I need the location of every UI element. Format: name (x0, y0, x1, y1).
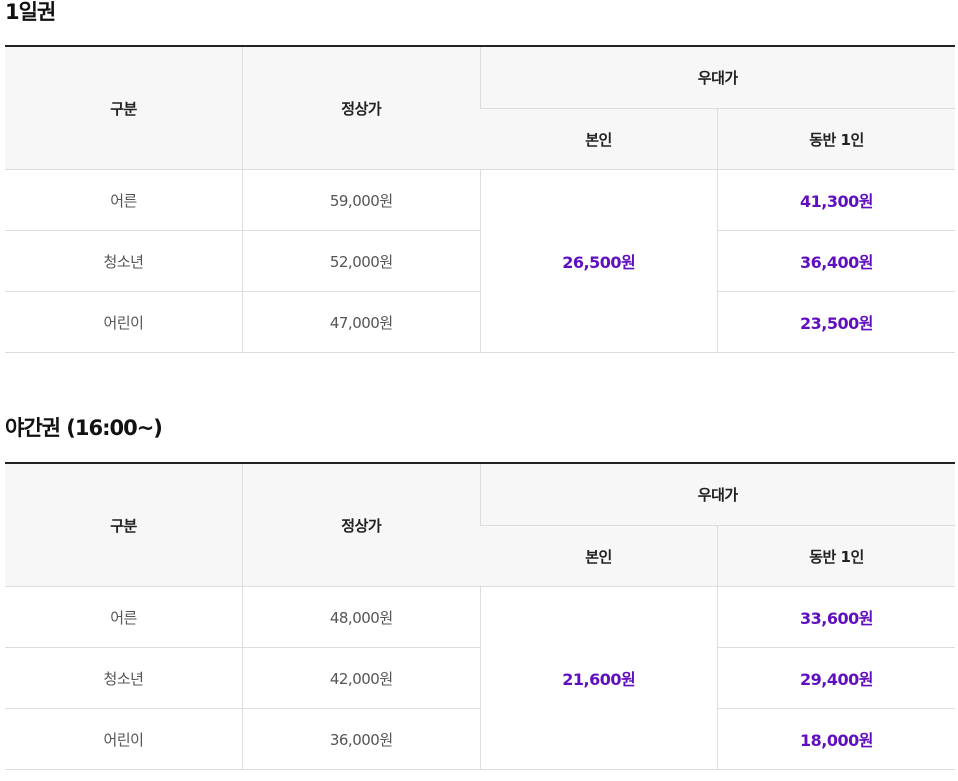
self-price: 26,500원 (479, 169, 718, 353)
table-row: 어린이 36,000원 18,000원 (5, 708, 955, 770)
table-row: 청소년 42,000원 29,400원 (5, 647, 955, 709)
row-label: 청소년 (5, 647, 243, 709)
header-self: 본인 (480, 108, 718, 170)
regular-price: 59,000원 (242, 169, 480, 231)
price-table-night-pass: 구분 정상가 우대가 본인 동반 1인 어른 48,000원 21,600원 3… (5, 462, 955, 770)
header-category: 구분 (5, 463, 243, 587)
row-label: 청소년 (5, 230, 243, 292)
regular-price: 48,000원 (242, 586, 480, 648)
header-regular-price: 정상가 (242, 463, 480, 587)
table-header-row: 구분 정상가 우대가 (5, 46, 955, 170)
header-self: 본인 (480, 525, 718, 587)
regular-price: 36,000원 (242, 708, 480, 770)
section-title-night-pass: 야간권 (16:00~) (5, 416, 163, 440)
header-regular-price: 정상가 (242, 46, 480, 170)
table-subheader-row: 본인 동반 1인 (5, 108, 955, 170)
companion-price: 33,600원 (717, 586, 955, 648)
regular-price: 52,000원 (242, 230, 480, 292)
table-row: 어른 48,000원 21,600원 33,600원 (5, 586, 955, 770)
row-label: 어린이 (5, 708, 243, 770)
table-subheader-row: 본인 동반 1인 (5, 525, 955, 587)
price-table-day-pass: 구분 정상가 우대가 본인 동반 1인 어른 59,000원 26,500원 4… (5, 45, 955, 353)
row-label: 어린이 (5, 291, 243, 353)
table-row: 어른 59,000원 26,500원 41,300원 (5, 169, 955, 353)
header-category: 구분 (5, 46, 243, 170)
regular-price: 47,000원 (242, 291, 480, 353)
self-price: 21,600원 (479, 586, 718, 770)
table-row: 어린이 47,000원 23,500원 (5, 291, 955, 353)
companion-price: 18,000원 (717, 708, 955, 770)
header-discount-price: 우대가 (479, 463, 955, 526)
companion-price: 23,500원 (717, 291, 955, 353)
header-companion: 동반 1인 (717, 108, 955, 170)
companion-price: 41,300원 (717, 169, 955, 231)
table-header-row: 구분 정상가 우대가 (5, 463, 955, 587)
header-companion: 동반 1인 (717, 525, 955, 587)
section-title-day-pass: 1일권 (5, 0, 56, 24)
companion-price: 29,400원 (717, 647, 955, 709)
row-label: 어른 (5, 586, 243, 648)
companion-price: 36,400원 (717, 230, 955, 292)
table-row: 청소년 52,000원 36,400원 (5, 230, 955, 292)
header-discount-price: 우대가 (479, 46, 955, 109)
regular-price: 42,000원 (242, 647, 480, 709)
row-label: 어른 (5, 169, 243, 231)
